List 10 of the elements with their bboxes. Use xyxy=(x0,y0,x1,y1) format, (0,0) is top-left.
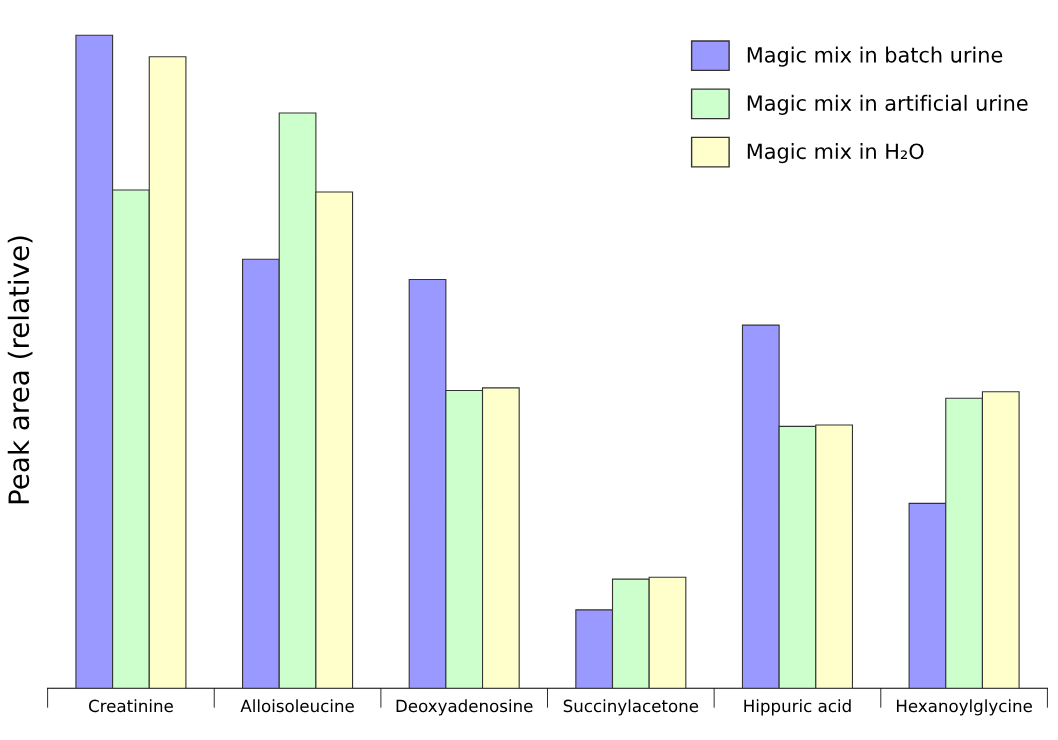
x-tick-label: Succinylacetone xyxy=(563,699,699,716)
legend-label: Magic mix in batch urine xyxy=(747,46,1003,67)
legend-label: Magic mix in H₂O xyxy=(747,143,924,164)
y-axis-title: Peak area (relative) xyxy=(7,236,33,504)
x-tick-label: Hexanoylglycine xyxy=(896,699,1032,716)
x-tick-label: Alloisoleucine xyxy=(240,699,354,713)
x-tick-label: Deoxyadenosine xyxy=(396,699,533,716)
x-tick-label: Creatinine xyxy=(88,699,173,713)
x-tick-label: Hippuric acid xyxy=(744,699,851,716)
legend-label: Magic mix in artificial urine xyxy=(747,94,1028,115)
